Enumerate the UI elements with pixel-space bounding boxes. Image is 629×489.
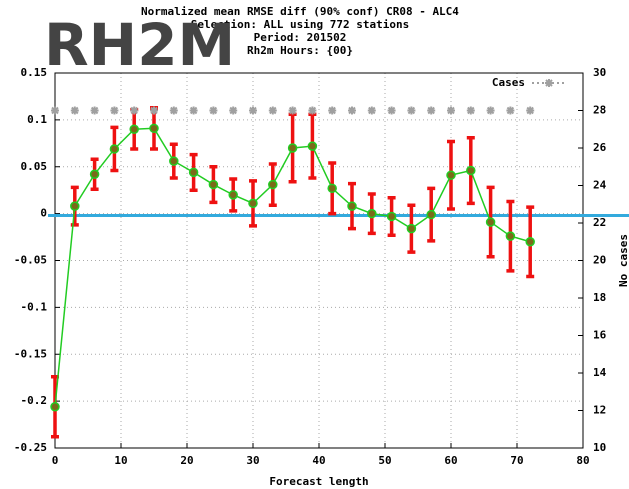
cases-marker xyxy=(169,106,178,115)
y2-tick-label: 20 xyxy=(593,254,606,267)
point xyxy=(327,183,337,194)
point xyxy=(505,231,516,241)
point xyxy=(287,143,298,153)
point xyxy=(149,123,159,134)
point xyxy=(426,209,436,220)
cases-marker xyxy=(486,106,495,115)
cases-marker xyxy=(268,106,277,115)
point xyxy=(307,141,318,151)
cases-marker xyxy=(70,106,79,115)
point xyxy=(466,165,476,176)
cases-marker xyxy=(506,106,515,115)
y2-tick-label: 28 xyxy=(593,104,606,117)
point xyxy=(188,167,199,178)
y2-tick-label: 14 xyxy=(593,366,607,379)
cases-marker xyxy=(110,106,119,115)
x-tick-label: 70 xyxy=(510,454,523,467)
x-tick-label: 30 xyxy=(246,454,259,467)
y2-tick-label: 30 xyxy=(593,66,606,79)
cases-marker xyxy=(130,106,139,115)
title-line: Rh2m Hours: {00} xyxy=(247,44,353,57)
x-tick-label: 10 xyxy=(114,454,127,467)
title-line: Normalized mean RMSE diff (90% conf) CR0… xyxy=(141,5,459,18)
cases-marker xyxy=(328,106,337,115)
cases-marker xyxy=(288,106,297,115)
y-tick-label: 0.15 xyxy=(21,66,48,79)
plot-frame xyxy=(54,72,584,449)
cases-marker xyxy=(447,106,455,115)
cases-marker xyxy=(407,106,416,115)
y-tick-label: -0.05 xyxy=(14,254,47,267)
cases-marker xyxy=(209,106,218,115)
y2-tick-label: 18 xyxy=(593,291,606,304)
point xyxy=(406,223,417,234)
y-tick-label: -0.1 xyxy=(21,300,48,313)
cases-marker xyxy=(150,106,158,115)
y-tick-label: 0.05 xyxy=(21,160,48,173)
point xyxy=(129,124,139,134)
y-tick-label: -0.25 xyxy=(14,441,47,454)
point xyxy=(367,208,377,219)
y-tick-label: 0.1 xyxy=(27,113,47,126)
point xyxy=(446,170,456,180)
cases-marker xyxy=(51,106,59,115)
point xyxy=(169,156,179,166)
point xyxy=(525,237,535,247)
point xyxy=(485,217,496,227)
x-tick-label: 20 xyxy=(180,454,193,467)
overlay-title: RH2M xyxy=(44,11,235,79)
point xyxy=(50,402,60,412)
y2-tick-label: 26 xyxy=(593,141,607,154)
x-tick-label: 0 xyxy=(52,454,59,467)
x-tick-label: 60 xyxy=(444,454,457,467)
cases-marker xyxy=(367,106,376,115)
y2-tick-label: 24 xyxy=(593,179,607,192)
y2-tick-label: 16 xyxy=(593,329,607,342)
y2-axis-label: No cases xyxy=(617,234,629,287)
y-tick-label: 0 xyxy=(40,207,47,220)
x-tick-label: 80 xyxy=(576,454,589,467)
point xyxy=(347,201,357,211)
point xyxy=(268,179,278,190)
cases-marker xyxy=(526,106,535,115)
cases-marker xyxy=(189,106,198,115)
cases-marker xyxy=(348,106,356,115)
point xyxy=(89,169,100,179)
cases-marker xyxy=(308,106,317,115)
point xyxy=(228,190,238,200)
cases-marker xyxy=(466,106,475,115)
title-line: Selection: ALL using 772 stations xyxy=(191,18,410,31)
legend-marker xyxy=(545,79,553,87)
x-tick-label: 40 xyxy=(312,454,325,467)
x-tick-label: 50 xyxy=(378,454,391,467)
point xyxy=(386,211,397,222)
title-line: Period: 201502 xyxy=(254,31,347,44)
y2-tick-label: 12 xyxy=(593,404,606,417)
y2-tick-label: 10 xyxy=(593,441,606,454)
point xyxy=(70,201,80,211)
point xyxy=(208,179,219,190)
x-axis-label: Forecast length xyxy=(269,475,368,488)
y2-tick-label: 22 xyxy=(593,216,606,229)
legend-label: Cases xyxy=(492,76,525,89)
point xyxy=(109,144,120,154)
cases-marker xyxy=(427,106,436,115)
cases-marker xyxy=(229,106,238,115)
cases-marker xyxy=(249,106,257,115)
cases-marker xyxy=(90,106,99,115)
cases-marker xyxy=(387,106,396,115)
y-tick-label: -0.2 xyxy=(21,394,48,407)
point xyxy=(248,198,258,209)
y-tick-label: -0.15 xyxy=(14,347,47,360)
